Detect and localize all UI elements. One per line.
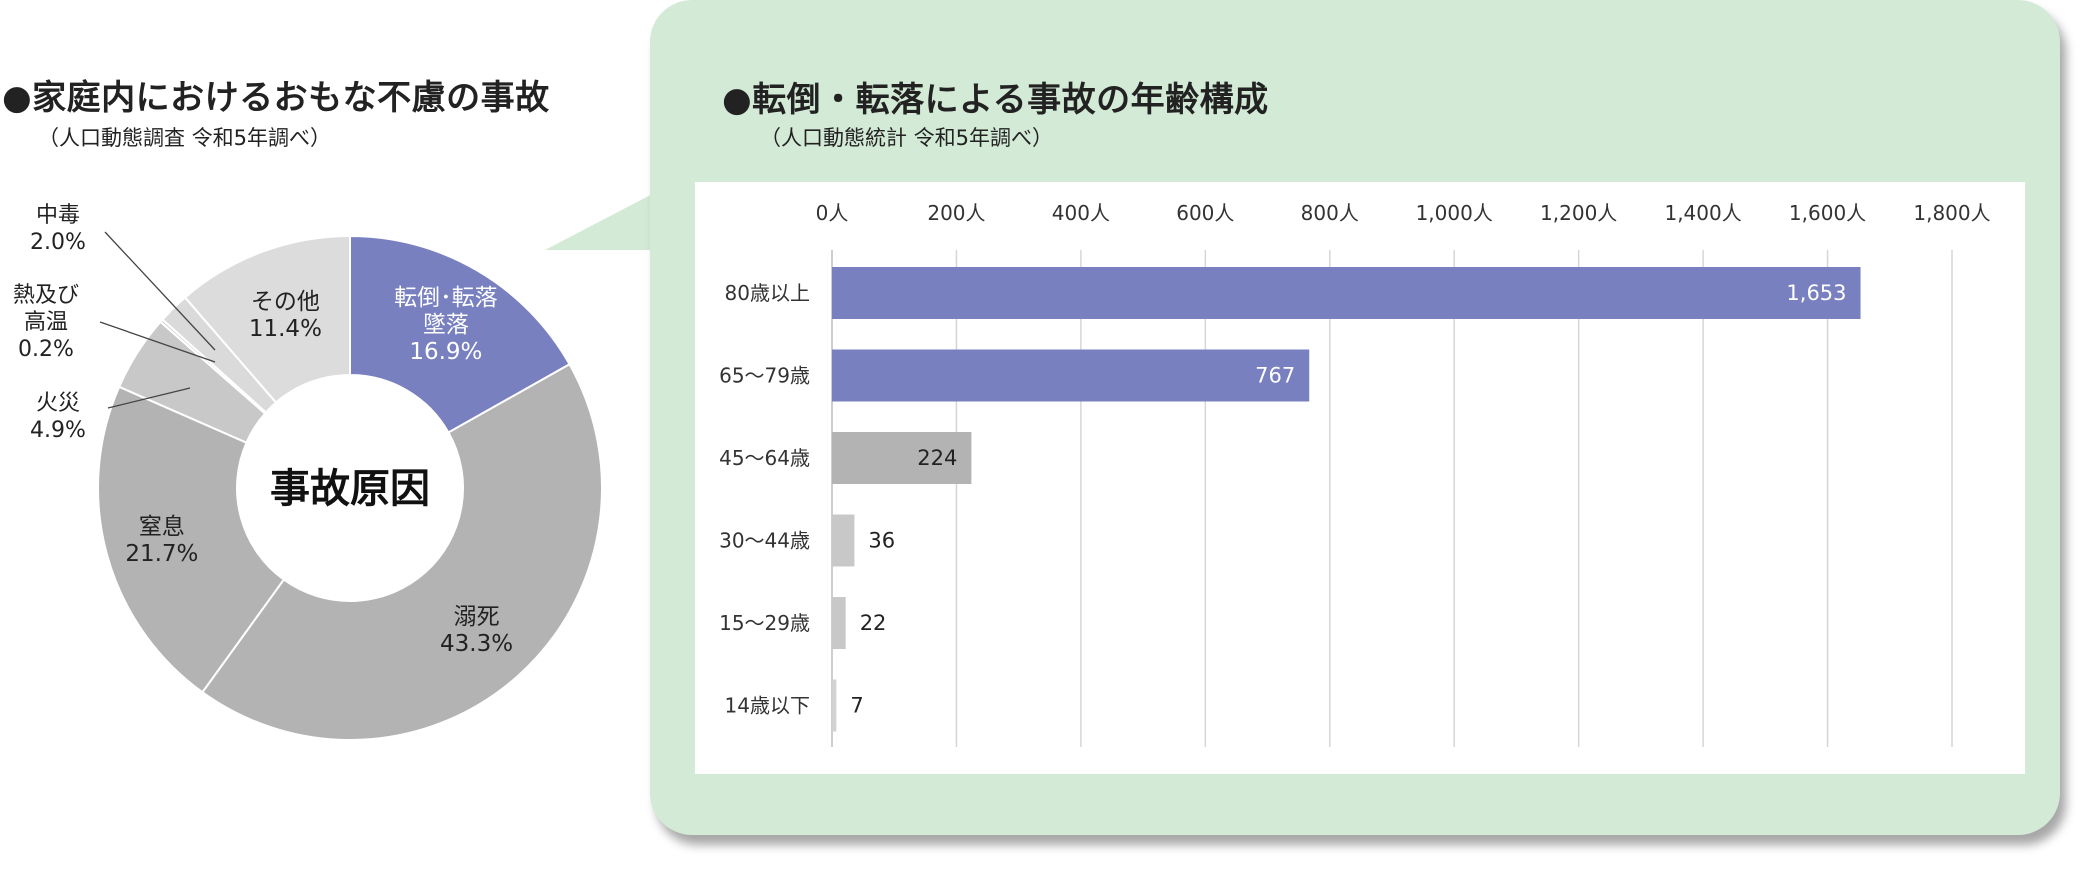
- pie-slice-label: 中毒 2.0%: [30, 203, 86, 255]
- bar-value-label: 22: [860, 611, 887, 635]
- bar-chart-plot-area: 0人 200人 400人 600人 800人 1,000人 1,200人 1,400人 1,60…: [695, 182, 2025, 774]
- bar: [832, 679, 837, 732]
- bar: [832, 514, 855, 567]
- bar-value-label: 767: [1255, 364, 1295, 388]
- bar: [832, 267, 1861, 319]
- pie-slice-label: 火災 4.9%: [30, 391, 86, 443]
- x-tick-label: 1,000人: [1416, 201, 1493, 225]
- bar-value-label: 7: [850, 694, 863, 718]
- leader-line: [104, 231, 216, 351]
- x-tick-label: 1,600人: [1789, 201, 1866, 225]
- y-category-label: 15〜29歳: [719, 611, 810, 635]
- y-category-label: 14歳以下: [725, 694, 810, 718]
- leader-line: [107, 387, 191, 409]
- x-tick-label: 1,400人: [1664, 201, 1741, 225]
- pie-slice: [183, 234, 351, 404]
- leader-line: [99, 321, 216, 363]
- pie-slice-label: 溺死 43.3%: [440, 604, 513, 657]
- pie-slice: [97, 385, 286, 694]
- bar-chart-title: ●転倒・転落による事故の年齢構成: [722, 80, 1269, 120]
- y-category-label: 30〜44歳: [719, 529, 810, 553]
- x-tick-label: 0人: [816, 201, 849, 225]
- y-category-label: 65〜79歳: [719, 364, 810, 388]
- pie-chart-panel: ●家庭内におけるおもな不慮の事故 （人口動態調査 令和5年調べ） 事故原因 転倒･…: [0, 0, 640, 884]
- x-tick-label: 600人: [1176, 201, 1234, 225]
- donut-chart: 事故原因 転倒･転落墜落 16.9% 溺死 43.3% 窒息 21.7% 火災 4.9% 熱及び高…: [13, 203, 603, 741]
- x-tick-label: 400人: [1052, 201, 1110, 225]
- x-tick-label: 1,200人: [1540, 201, 1617, 225]
- pie-slice-label: 転倒･転落墜落 16.9%: [394, 285, 498, 365]
- y-category-label: 80歳以上: [725, 281, 810, 305]
- bar: [832, 349, 1310, 402]
- pie-slice-label: その他 11.4%: [249, 289, 322, 342]
- pie-slice: [349, 234, 571, 434]
- bar: [832, 432, 972, 484]
- pie-slice-label: 熱及び高温 0.2%: [13, 283, 79, 362]
- pie-chart-title: ●家庭内におけるおもな不慮の事故: [2, 78, 550, 118]
- bar-chart-subtitle: （人口動態統計 令和5年調べ）: [760, 126, 1054, 150]
- pie-chart-subtitle: （人口動態調査 令和5年調べ）: [38, 126, 332, 150]
- bar-value-label: 224: [917, 446, 957, 470]
- bar-value-label: 36: [868, 529, 895, 553]
- x-tick-label: 1,800人: [1913, 201, 1990, 225]
- bar: [832, 597, 846, 649]
- pie-slice: [200, 362, 603, 741]
- donut-center-label: 事故原因: [270, 466, 430, 512]
- y-category-label: 45〜64歳: [719, 446, 810, 470]
- bar-chart: 0人 200人 400人 600人 800人 1,000人 1,200人 1,400人 1,60…: [719, 201, 1991, 747]
- x-tick-label: 800人: [1301, 201, 1359, 225]
- bar-value-label: 1,653: [1786, 281, 1846, 305]
- bubble-tail: [545, 190, 660, 250]
- pie-slice-label: 窒息 21.7%: [125, 514, 198, 567]
- x-tick-label: 200人: [927, 201, 985, 225]
